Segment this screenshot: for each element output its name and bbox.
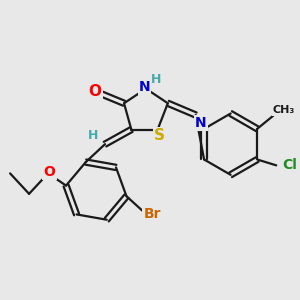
- Text: O: O: [88, 84, 101, 99]
- Text: H: H: [88, 130, 98, 142]
- Text: Cl: Cl: [282, 158, 297, 172]
- Text: H: H: [151, 73, 161, 86]
- Text: N: N: [195, 116, 207, 130]
- Text: Br: Br: [143, 207, 161, 221]
- Text: S: S: [154, 128, 165, 143]
- Text: CH₃: CH₃: [272, 105, 295, 115]
- Text: O: O: [44, 165, 56, 179]
- Text: N: N: [139, 80, 150, 94]
